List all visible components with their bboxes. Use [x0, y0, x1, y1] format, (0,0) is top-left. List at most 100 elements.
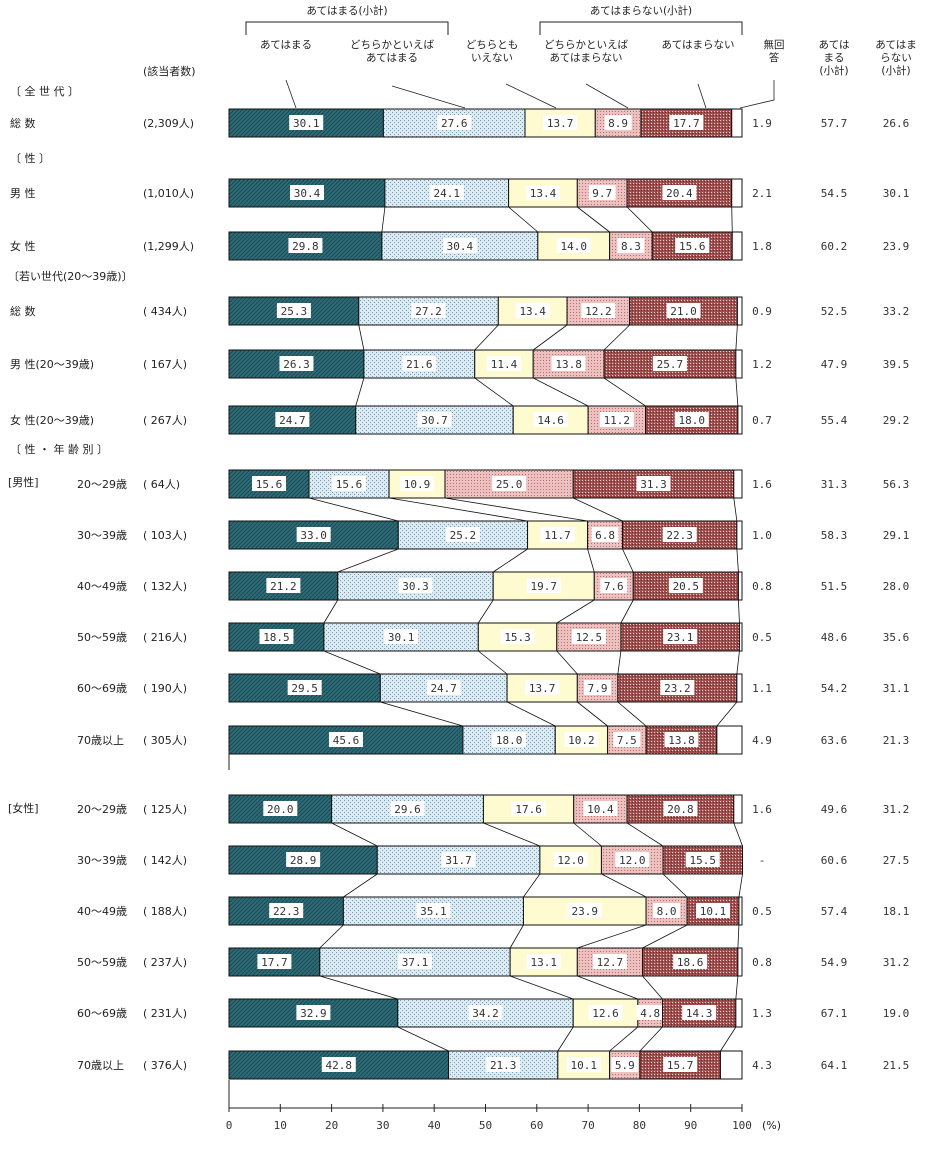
- data-label-box: [581, 303, 616, 318]
- row-label-male: 男 性: [10, 186, 36, 200]
- connector-line: [506, 701, 556, 727]
- x-tick-label: 20: [325, 1119, 338, 1132]
- data-label-disagree: 15.6: [679, 240, 706, 253]
- connector-line: [737, 924, 740, 949]
- data-label-box: [666, 303, 701, 318]
- connector-line: [736, 548, 739, 573]
- x-tick-label: 70: [581, 1119, 594, 1132]
- data-label-somewhat-agree: 21.6: [406, 358, 433, 371]
- disagree-subtotal-brace: [539, 21, 743, 35]
- data-label-box: [402, 356, 437, 371]
- data-label-disagree: 31.3: [640, 478, 667, 491]
- data-label-somewhat-agree: 25.2: [450, 529, 477, 542]
- connector-line: [508, 206, 539, 233]
- data-label-box: [533, 412, 568, 427]
- data-label-somewhat-disagree: 6.8: [595, 529, 615, 542]
- row-count-male-50s: ( 216人): [143, 631, 187, 644]
- data-label-disagree: 18.6: [677, 956, 704, 969]
- row-label-total: 総 数: [10, 116, 36, 130]
- agree-subtotal-value: 57.4: [821, 905, 848, 918]
- data-label-box: [564, 732, 599, 747]
- data-label-box: [526, 954, 561, 969]
- bar-row-female-50s: 50〜59歳 ( 237人) 17.7 37.1 13.1 12.7 18.6 0.8 54.9…: [77, 947, 909, 977]
- data-label-box: [617, 238, 645, 253]
- header-leaders: [285, 79, 775, 109]
- data-label-somewhat-disagree: 8.9: [608, 117, 628, 130]
- data-label-disagree: 18.0: [678, 414, 705, 427]
- x-tick-label: 90: [684, 1119, 697, 1132]
- data-label-somewhat-disagree: 7.5: [617, 734, 637, 747]
- data-label-box: [669, 115, 704, 130]
- bar-segment-somewhat-disagree: [576, 673, 619, 703]
- data-label-box: [662, 185, 697, 200]
- data-label-box: [662, 527, 697, 542]
- connector-line: [617, 650, 622, 675]
- bar-segment-no-answer: [736, 296, 743, 326]
- data-label-box: [384, 629, 419, 644]
- bar-row-male-60s: 60〜69歳 ( 190人) 29.5 24.7 13.7 7.9 23.2 1.1 54.2 3…: [77, 673, 909, 703]
- no-answer-value: 1.6: [752, 478, 772, 491]
- header-na-line2: 答: [769, 51, 780, 64]
- data-label-neutral: 13.7: [529, 682, 556, 695]
- disagree-subtotal-value: 19.0: [883, 1007, 910, 1020]
- connector-line: [617, 701, 647, 727]
- connector-line: [492, 548, 528, 573]
- data-label-box: [553, 852, 588, 867]
- row-count-male-60s: ( 190人): [143, 682, 187, 695]
- data-label-box: [566, 1057, 601, 1072]
- disagree-subtotal-value: 18.1: [883, 905, 910, 918]
- agree-subtotal-value: 54.9: [821, 956, 848, 969]
- data-label-box: [588, 1005, 623, 1020]
- connector-line: [662, 873, 688, 898]
- connector-line: [355, 377, 365, 407]
- disagree-subtotal-value: 35.6: [883, 631, 910, 644]
- agree-subtotal-value: 55.4: [821, 414, 848, 427]
- data-label-somewhat-disagree: 13.8: [555, 358, 582, 371]
- data-label-neutral: 13.4: [519, 305, 546, 318]
- bar-segment-no-answer: [738, 896, 743, 926]
- data-label-box: [611, 1057, 639, 1072]
- disagree-subtotal-value: 26.6: [883, 117, 910, 130]
- data-label-somewhat-agree: 37.1: [402, 956, 429, 969]
- row-label-female: 女 性: [10, 239, 36, 253]
- disagree-subtotal-header: あてはまらない(小計): [590, 4, 692, 17]
- data-label-box: [682, 1005, 717, 1020]
- bar-segment-agree: [228, 896, 344, 926]
- bar-row-female-40s: 40〜49歳 ( 188人) 22.3 35.1 23.9 8.0 10.1 0.5 57.4 1…: [77, 896, 910, 926]
- data-label-agree: 18.5: [263, 631, 290, 644]
- data-label-box: [429, 185, 464, 200]
- data-label-somewhat-disagree: 12.2: [585, 305, 612, 318]
- data-label-box: [571, 629, 606, 644]
- data-label-somewhat-disagree: 8.3: [621, 240, 641, 253]
- data-label-box: [426, 680, 461, 695]
- connector-line: [308, 497, 399, 522]
- connector-line: [733, 497, 738, 522]
- data-label-box: [492, 732, 527, 747]
- header-disagree-line1: あてはま: [875, 39, 917, 51]
- bar-row-female-30s: 30〜39歳 ( 142人) 28.9 31.7 12.0 12.0 15.5 - 60.6 27…: [77, 845, 909, 875]
- data-label-box: [663, 629, 698, 644]
- data-label-agree: 33.0: [300, 529, 327, 542]
- data-label-neutral: 14.0: [560, 240, 587, 253]
- header-s2-line2: あてはまる: [366, 52, 418, 64]
- data-label-box: [653, 903, 681, 918]
- data-label-agree: 45.6: [333, 734, 360, 747]
- row-count-male: (1,010人): [143, 187, 194, 200]
- no-answer-value: 0.8: [752, 580, 772, 593]
- agree-subtotal-value: 51.5: [821, 580, 848, 593]
- data-label-somewhat-agree: 35.1: [420, 905, 447, 918]
- data-label-disagree: 22.3: [666, 529, 693, 542]
- data-label-neutral: 10.2: [568, 734, 595, 747]
- connector-line: [556, 599, 595, 624]
- connector-line: [477, 599, 494, 624]
- section-sex: 〔 性 〕: [10, 151, 50, 165]
- data-label-neutral: 10.9: [404, 478, 431, 491]
- row-count-female-40s: ( 188人): [143, 905, 187, 918]
- header-s3-line1: どちらとも: [466, 39, 519, 51]
- row-count-male-40s: ( 132人): [143, 580, 187, 593]
- data-label-box: [604, 115, 632, 130]
- data-label-box: [288, 238, 323, 253]
- data-label-disagree: 15.7: [667, 1059, 694, 1072]
- connector-line: [735, 975, 739, 1000]
- data-label-disagree: 20.8: [667, 803, 694, 816]
